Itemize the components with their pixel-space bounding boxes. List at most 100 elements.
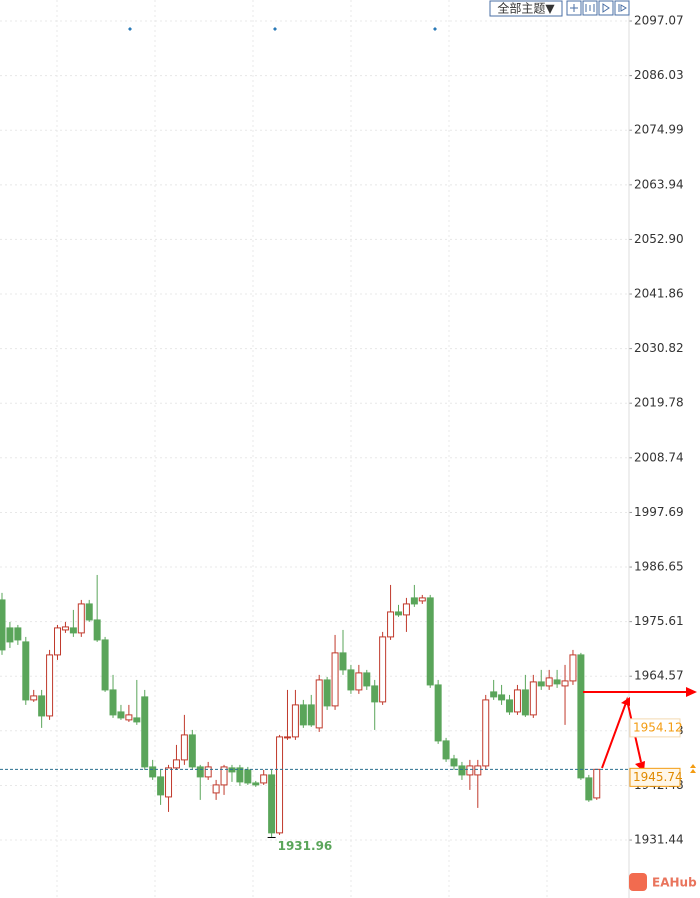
- candle-body: [450, 758, 458, 767]
- candle-body: [307, 704, 315, 726]
- candle-body: [276, 736, 284, 834]
- candle-body: [180, 734, 188, 761]
- candle-body: [474, 765, 482, 776]
- candle-body: [141, 696, 149, 768]
- watermark: EAHub: [652, 876, 697, 890]
- candle-body: [379, 636, 387, 703]
- candle-body: [553, 679, 561, 685]
- candle-body: [291, 704, 299, 738]
- candle-body: [165, 767, 173, 798]
- candle-body: [220, 766, 228, 786]
- y-tick-label: 2052.90: [634, 232, 684, 246]
- candle-body: [109, 689, 117, 716]
- candle-body: [77, 603, 85, 634]
- candle-body: [577, 654, 585, 779]
- candle-body: [46, 654, 54, 717]
- candle-body: [260, 774, 268, 784]
- candle-body: [498, 694, 506, 701]
- candle-body: [323, 679, 331, 707]
- candle-body: [561, 680, 569, 687]
- candle-body: [363, 672, 371, 687]
- candle-body: [228, 767, 236, 773]
- y-tick-label: 2008.74: [634, 450, 684, 464]
- theme-button[interactable]: [489, 0, 563, 17]
- candle-body: [93, 619, 101, 641]
- candle-body: [6, 627, 14, 643]
- candle-body: [69, 627, 77, 634]
- candle-body: [466, 765, 474, 776]
- y-tick-label: 1975.61: [634, 614, 684, 628]
- candle-body: [252, 782, 260, 786]
- candle-body: [196, 766, 204, 778]
- candle-body: [38, 695, 46, 717]
- candle-body: [133, 717, 141, 723]
- price-arrow-icon: [690, 764, 696, 773]
- candle-body: [402, 603, 410, 616]
- y-tick-label: 2086.03: [634, 68, 684, 82]
- candle-body: [54, 627, 62, 656]
- candle-body: [172, 759, 180, 769]
- candle-body: [585, 777, 593, 801]
- y-tick-label: 2097.07: [634, 14, 684, 28]
- candle-body: [458, 765, 466, 776]
- candle-body: [434, 684, 442, 742]
- candle-body: [299, 704, 307, 726]
- candle-body: [30, 695, 38, 701]
- level-label-box: [629, 718, 681, 738]
- tool-icon[interactable]: [598, 0, 614, 16]
- candle-body: [125, 714, 133, 721]
- candle-body: [347, 669, 355, 691]
- candle-body: [236, 767, 244, 783]
- theme-button-label[interactable]: 全部主题▼: [497, 1, 555, 16]
- candle-body: [339, 652, 347, 671]
- candle-body: [569, 654, 577, 682]
- candle-body: [410, 597, 418, 605]
- candle-body: [22, 641, 30, 701]
- y-tick-label: 1986.65: [634, 560, 684, 574]
- candle-body: [204, 766, 212, 778]
- y-tick-label: 1931.44: [634, 833, 684, 847]
- candle-body: [14, 627, 22, 641]
- candle-body: [188, 734, 196, 768]
- candle-body: [593, 768, 601, 799]
- candle-body: [426, 597, 434, 686]
- candle-body: [545, 677, 553, 687]
- candle-body: [149, 766, 157, 778]
- y-tick-label: 1997.69: [634, 505, 684, 519]
- candle-body: [331, 652, 339, 707]
- candle-body: [212, 784, 220, 794]
- logo-icon: [629, 873, 647, 891]
- y-tick-label: 2041.86: [634, 287, 684, 301]
- candle-body: [268, 774, 276, 834]
- candle-body: [387, 611, 395, 638]
- y-tick-label: 1964.57: [634, 669, 684, 683]
- level-label: 1954.12: [633, 720, 683, 734]
- low-label: 1931.96: [278, 839, 333, 853]
- candle-body: [85, 603, 93, 621]
- candle-body: [418, 597, 426, 602]
- candle-body: [529, 681, 537, 716]
- candle-body: [521, 689, 529, 716]
- candle-body: [537, 681, 545, 687]
- candle-body: [355, 672, 363, 691]
- candle-body: [371, 685, 379, 703]
- y-tick-label: 2063.94: [634, 177, 684, 191]
- candle-body: [482, 699, 490, 767]
- candle-body: [506, 699, 514, 713]
- current-price-box: [629, 767, 681, 787]
- event-markers: [128, 27, 437, 31]
- candle-body: [490, 691, 498, 698]
- current-price-label: 1945.74: [633, 770, 683, 784]
- y-tick-label: 2074.99: [634, 123, 684, 137]
- y-tick-label: 2019.78: [634, 396, 684, 410]
- candle-body: [395, 611, 402, 616]
- candle-body: [157, 776, 165, 796]
- candle-body: [117, 711, 125, 719]
- y-tick-label: 2030.82: [634, 341, 684, 355]
- candle-body: [283, 736, 291, 739]
- candle-body: [101, 639, 109, 691]
- candle-body: [0, 599, 6, 651]
- toolbar-icons: [566, 0, 630, 16]
- candle-body: [244, 769, 252, 784]
